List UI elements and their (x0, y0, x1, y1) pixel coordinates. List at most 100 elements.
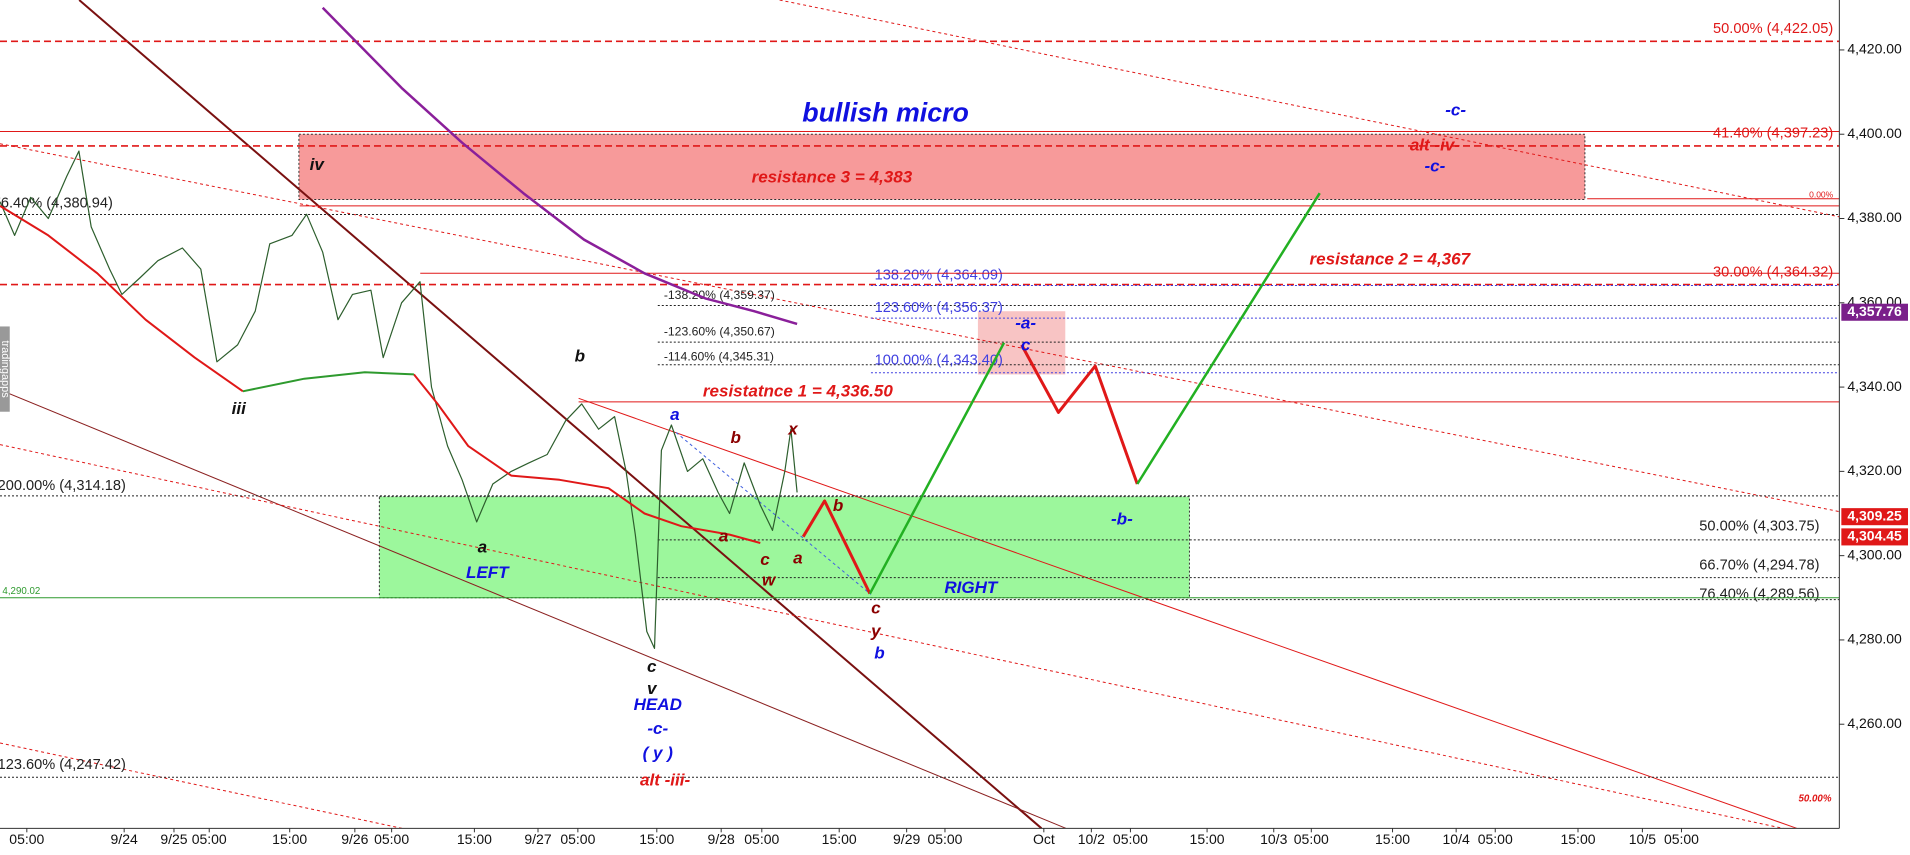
y-tick-label: 4,300.00 (1847, 546, 1902, 562)
x-tick-label: 10/3 (1260, 831, 1287, 847)
wave-label: -c- (1425, 156, 1446, 175)
watermark: tradingapps (0, 340, 11, 398)
series-line (801, 499, 872, 595)
level-label: 123.60% (4,356.37) (875, 300, 1003, 316)
wave-label: b (874, 644, 884, 663)
zone (378, 496, 1190, 599)
trendline (578, 397, 1797, 829)
level-label: 123.60% (4,247.42) (0, 757, 126, 773)
x-tick-label: 05:00 (1294, 831, 1329, 847)
price-tag-label: 4,304.45 (1847, 528, 1902, 544)
x-tick-label: 9/29 (893, 831, 920, 847)
series-line (868, 342, 1006, 595)
wave-label: LEFT (466, 563, 510, 582)
wave-label: a (478, 538, 487, 557)
wave-label: b (731, 428, 741, 447)
wave-label: w (762, 571, 777, 590)
watermark-box (0, 326, 10, 412)
level-label: resistance 2 = 4,367 (1309, 249, 1471, 268)
y-tick-label: 4,260.00 (1847, 715, 1902, 731)
series-line (0, 150, 798, 649)
wave-label: a (719, 527, 728, 546)
trendline (0, 444, 1840, 841)
series (0, 6, 1321, 649)
x-tick-label: 05:00 (560, 831, 595, 847)
level-label: 76.40% (4,380.94) (0, 195, 113, 211)
wave-label: v (647, 679, 658, 698)
level-label: 76.40% (4,289.56) (1699, 587, 1819, 603)
trendline (675, 432, 872, 595)
wave-label: -b- (1111, 510, 1133, 529)
annotations: bullish micro -c-alt -iv--c-iviiibaLEFTcv… (0, 98, 1832, 805)
x-tick-label: Oct (1033, 831, 1055, 847)
level-label: 138.20% (4,364.09) (875, 268, 1003, 284)
level-label: -114.60% (4,345.31) (664, 350, 774, 364)
x-tick-label: 05:00 (9, 831, 44, 847)
wave-label: -a- (1015, 314, 1036, 333)
wave-label: c (1021, 335, 1031, 354)
wave-label: -c- (1445, 100, 1466, 119)
wave-label: b (833, 496, 843, 515)
level-label: 41.40% (4,397.23) (1713, 126, 1833, 142)
level-label: resistance 3 = 4,383 (752, 167, 913, 186)
trendline (779, 0, 1840, 218)
x-tick-label: 10/5 (1629, 831, 1656, 847)
x-tick-label: 15:00 (272, 831, 307, 847)
series-line (1136, 192, 1321, 485)
level-label: 200.00% (4,314.18) (0, 478, 126, 494)
y-tick-label: 4,380.00 (1847, 209, 1902, 225)
series-line (0, 205, 761, 544)
wave-label: a (793, 549, 802, 568)
x-tick-label: 15:00 (822, 831, 857, 847)
wave-label: a (670, 405, 679, 424)
x-tick-label: 10/2 (1078, 831, 1105, 847)
x-tick-label: 15:00 (1560, 831, 1595, 847)
wave-label: y (870, 622, 882, 641)
x-tick-label: 9/24 (111, 831, 138, 847)
wave-label: b (575, 346, 585, 365)
x-tick-label: 05:00 (192, 831, 227, 847)
x-tick-label: 05:00 (1664, 831, 1699, 847)
x-tick-label: 05:00 (374, 831, 409, 847)
y-tick-label: 4,320.00 (1847, 462, 1902, 478)
wave-label: -c- (647, 719, 668, 738)
series-line (242, 371, 414, 393)
x-tick-label: 05:00 (1113, 831, 1148, 847)
level-label: 66.70% (4,294.78) (1699, 557, 1819, 573)
level-label: 50.00% (4,303.75) (1699, 518, 1819, 534)
level-label: 100.00% (4,343.40) (875, 352, 1003, 368)
level-label: -123.60% (4,350.67) (664, 325, 775, 339)
x-tick-label: 05:00 (744, 831, 779, 847)
x-tick-label: 9/28 (708, 831, 735, 847)
levels: 50.00% (4,422.05) 41.40% (4,397.23) 30.00%… (0, 21, 1840, 778)
y-tick-label: 4,400.00 (1847, 125, 1902, 141)
bottom-axis-bg (0, 828, 1910, 855)
level-label: -138.20% (4,359.37) (664, 288, 775, 302)
wave-label: ( y ) (643, 744, 674, 763)
level-label: 50.00% (4,422.05) (1713, 21, 1833, 37)
wave-label: 50.00% (1798, 794, 1831, 805)
x-tick-label: 05:00 (1478, 831, 1513, 847)
y-tick-label: 4,420.00 (1847, 41, 1902, 57)
price-tag (1841, 303, 1908, 321)
x-tick-label: 15:00 (639, 831, 674, 847)
y-tick-label: 4,280.00 (1847, 631, 1902, 647)
x-tick-label: 10/4 (1443, 831, 1470, 847)
chart-title: bullish micro (802, 98, 969, 128)
wave-label: c (871, 599, 881, 618)
y-tick-label: 4,340.00 (1847, 378, 1902, 394)
trendline (0, 143, 1840, 513)
trendline (0, 389, 1067, 829)
trendline (78, 0, 1043, 830)
x-tick-label: 9/25 (160, 831, 187, 847)
x-tick-label: 9/27 (524, 831, 551, 847)
x-tick-label: 15:00 (457, 831, 492, 847)
right-axis-bg (1839, 0, 1910, 855)
level-label: 30.00% (4,364.32) (1713, 264, 1833, 280)
series-line (1020, 344, 1139, 485)
wave-label: c (647, 657, 657, 676)
level-label: resistatnce 1 = 4,336.50 (703, 382, 894, 401)
